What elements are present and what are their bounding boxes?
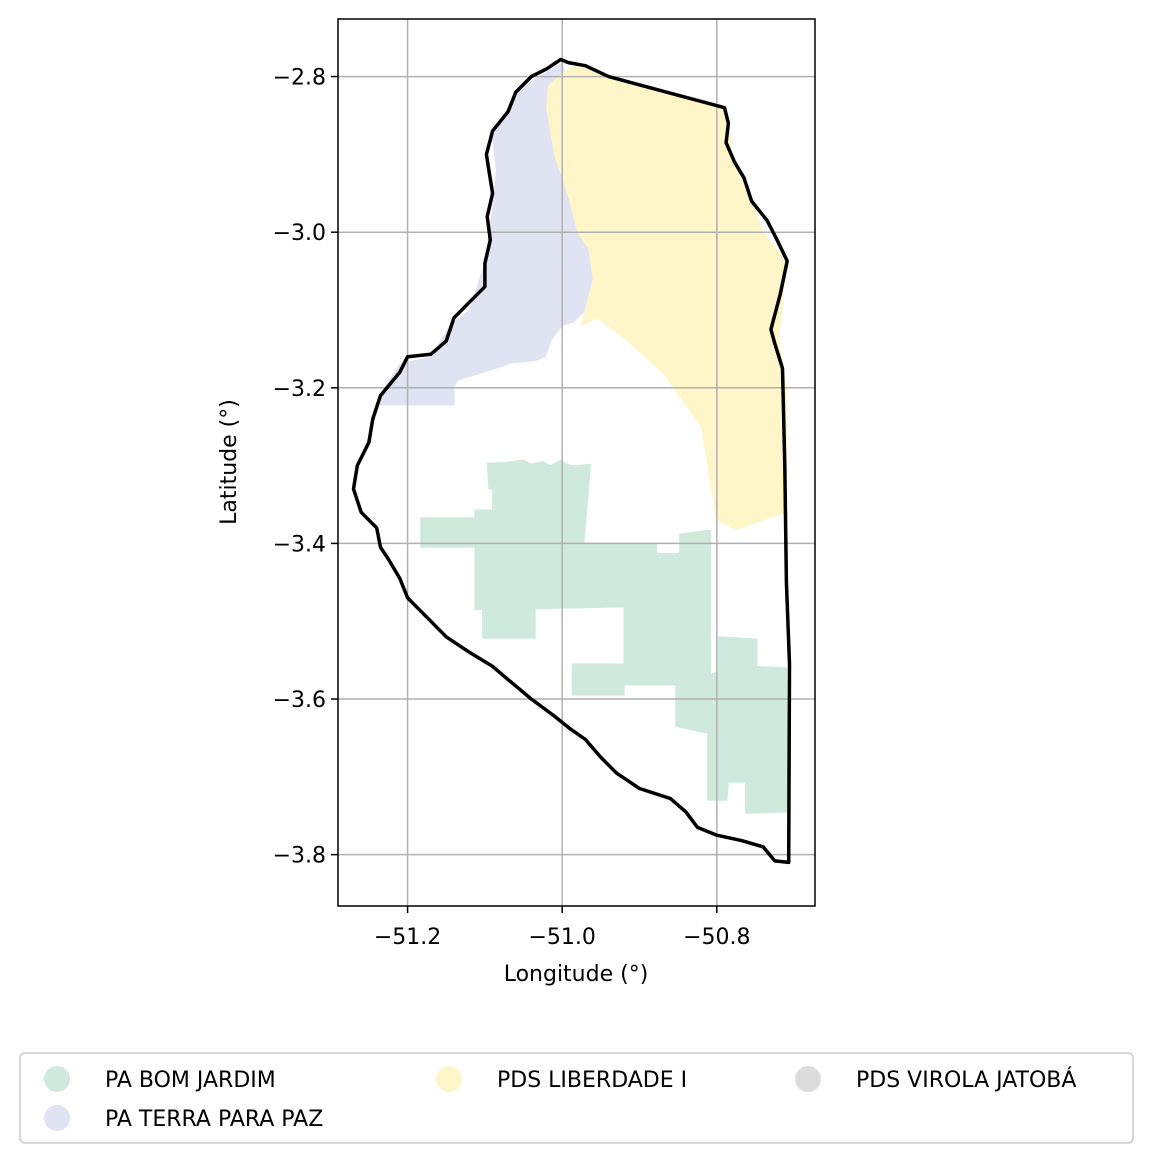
legend-label-pds-liberdade-i: PDS LIBERDADE I xyxy=(497,1068,687,1093)
x-tick-label: −51.2 xyxy=(374,925,441,950)
y-axis-ticks: −2.8 −3.0 −3.2 −3.4 −3.6 −3.8 xyxy=(273,66,338,869)
y-tick-label: −2.8 xyxy=(273,66,326,91)
x-tick-label: −51.0 xyxy=(528,925,595,950)
gridlines xyxy=(338,19,815,906)
y-tick-label: −3.4 xyxy=(273,532,326,557)
y-tick-label: −3.0 xyxy=(273,221,326,246)
legend-frame xyxy=(19,1052,1134,1144)
legend-label-pa-bom-jardim: PA BOM JARDIM xyxy=(105,1068,276,1093)
region-pa-bom-jardim xyxy=(420,459,789,814)
plot-frame xyxy=(337,18,816,907)
y-axis-title: Latitude (°) xyxy=(217,399,242,525)
y-tick-label: −3.8 xyxy=(273,844,326,869)
x-axis-title: Longitude (°) xyxy=(504,962,649,987)
boundary-outline xyxy=(351,57,792,865)
legend-marker-pa-terra-para-paz xyxy=(44,1105,70,1131)
legend: PA BOM JARDIM PA TERRA PARA PAZ PDS LIBE… xyxy=(19,1052,1134,1144)
legend-marker-pds-liberdade-i xyxy=(436,1066,462,1092)
settlement-regions xyxy=(379,62,789,814)
legend-label-pds-virola-jatoba: PDS VIROLA JATOBÁ xyxy=(856,1067,1076,1093)
legend-marker-pds-virola-jatoba xyxy=(795,1066,821,1092)
legend-marker-pa-bom-jardim xyxy=(44,1066,70,1092)
y-tick-label: −3.6 xyxy=(273,688,326,713)
x-tick-label: −50.8 xyxy=(683,925,750,950)
x-axis-ticks: −51.2 −51.0 −50.8 xyxy=(374,906,751,950)
municipality-boundary xyxy=(351,57,792,865)
legend-label-pa-terra-para-paz: PA TERRA PARA PAZ xyxy=(105,1107,323,1132)
y-tick-label: −3.2 xyxy=(273,377,326,402)
